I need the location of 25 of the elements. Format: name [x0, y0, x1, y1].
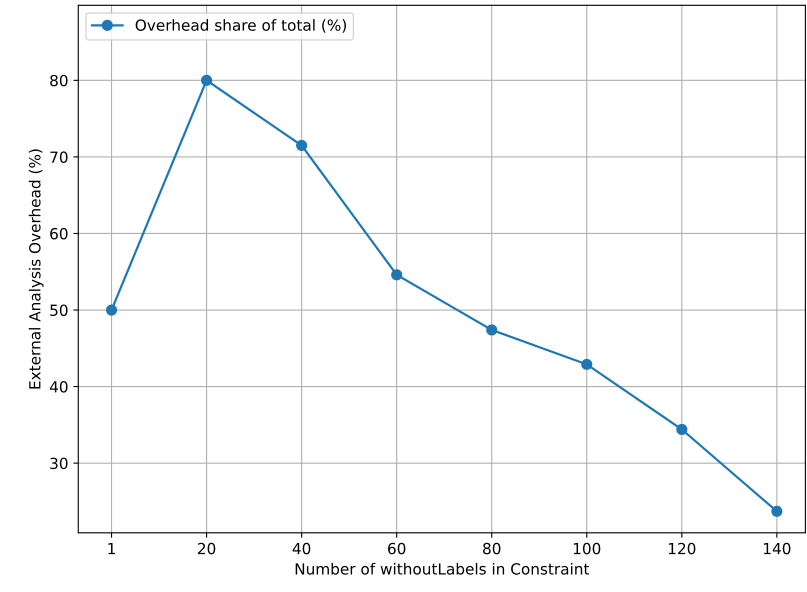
x-tick-label: 140	[764, 542, 790, 554]
legend-label: Overhead share of total (%)	[136, 19, 346, 33]
point	[296, 140, 308, 151]
point	[486, 324, 498, 336]
point	[771, 506, 782, 517]
x-axis-title: Number of withoutLabels in Constraint	[296, 562, 590, 575]
x-tick-label: 120	[668, 542, 696, 554]
y-axis-title: External Analysis Overhead (%)	[28, 149, 44, 389]
x-tick-label: 1	[108, 542, 115, 554]
point	[581, 358, 592, 370]
y-tick-label: 60	[50, 228, 68, 240]
x-tick-label: 20	[198, 542, 216, 554]
point	[391, 269, 402, 280]
point	[676, 424, 688, 436]
y-tick-label: 80	[50, 74, 68, 86]
y-tick-label: 50	[50, 304, 68, 316]
x-tick-label: 40	[292, 542, 310, 554]
x-tick-label: 80	[483, 542, 500, 554]
point	[106, 304, 118, 316]
x-tick-label: 60	[388, 542, 406, 554]
x-tick-label: 100	[574, 542, 600, 554]
y-tick-label: 40	[50, 381, 68, 393]
y-tick-label: 30	[50, 458, 68, 470]
y-tick-label: 70	[50, 151, 68, 163]
point	[201, 74, 212, 86]
